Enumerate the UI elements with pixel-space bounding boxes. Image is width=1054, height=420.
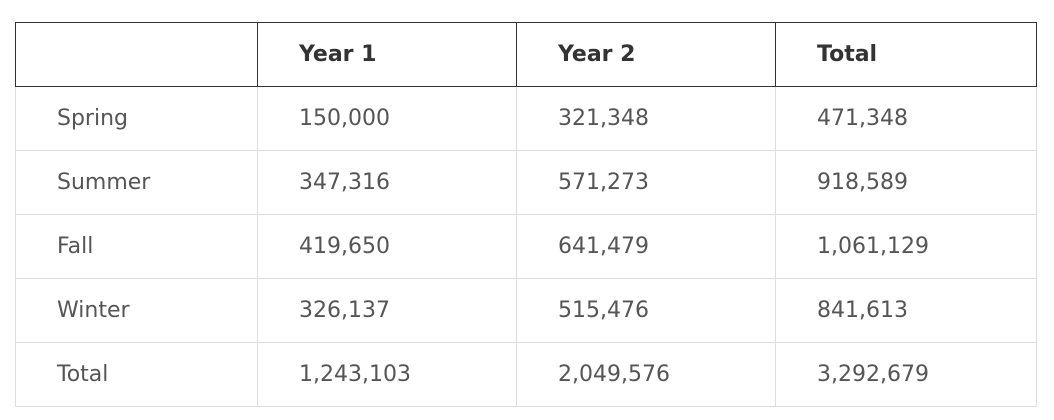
header-row: Year 1 Year 2 Total <box>15 22 1037 87</box>
data-table: Year 1 Year 2 Total Spring 150,000 321,3… <box>15 22 1037 407</box>
row-label-cell: Winter <box>15 278 258 343</box>
table-cell: 1,243,103 <box>257 342 517 407</box>
table-body: Spring 150,000 321,348 471,348 Summer 34… <box>15 86 1037 407</box>
table-cell: 1,061,129 <box>775 214 1037 279</box>
header-cell-year-2: Year 2 <box>516 22 776 87</box>
table-row: Summer 347,316 571,273 918,589 <box>15 150 1037 215</box>
table-row: Fall 419,650 641,479 1,061,129 <box>15 214 1037 279</box>
header-cell-empty <box>15 22 258 87</box>
table-header: Year 1 Year 2 Total <box>15 22 1037 87</box>
row-label-cell: Spring <box>15 86 258 151</box>
table-cell: 150,000 <box>257 86 517 151</box>
row-label-cell: Total <box>15 342 258 407</box>
table-cell: 3,292,679 <box>775 342 1037 407</box>
table-cell: 419,650 <box>257 214 517 279</box>
table-cell: 918,589 <box>775 150 1037 215</box>
table-cell: 326,137 <box>257 278 517 343</box>
table-cell: 571,273 <box>516 150 776 215</box>
table-row-total: Total 1,243,103 2,049,576 3,292,679 <box>15 342 1037 407</box>
table-cell: 471,348 <box>775 86 1037 151</box>
header-cell-year-1: Year 1 <box>257 22 517 87</box>
table-row: Spring 150,000 321,348 471,348 <box>15 86 1037 151</box>
table-cell: 321,348 <box>516 86 776 151</box>
table-cell: 515,476 <box>516 278 776 343</box>
table-cell: 641,479 <box>516 214 776 279</box>
table-cell: 347,316 <box>257 150 517 215</box>
table-cell: 841,613 <box>775 278 1037 343</box>
table-row: Winter 326,137 515,476 841,613 <box>15 278 1037 343</box>
row-label-cell: Summer <box>15 150 258 215</box>
table-cell: 2,049,576 <box>516 342 776 407</box>
row-label-cell: Fall <box>15 214 258 279</box>
header-cell-total: Total <box>775 22 1037 87</box>
